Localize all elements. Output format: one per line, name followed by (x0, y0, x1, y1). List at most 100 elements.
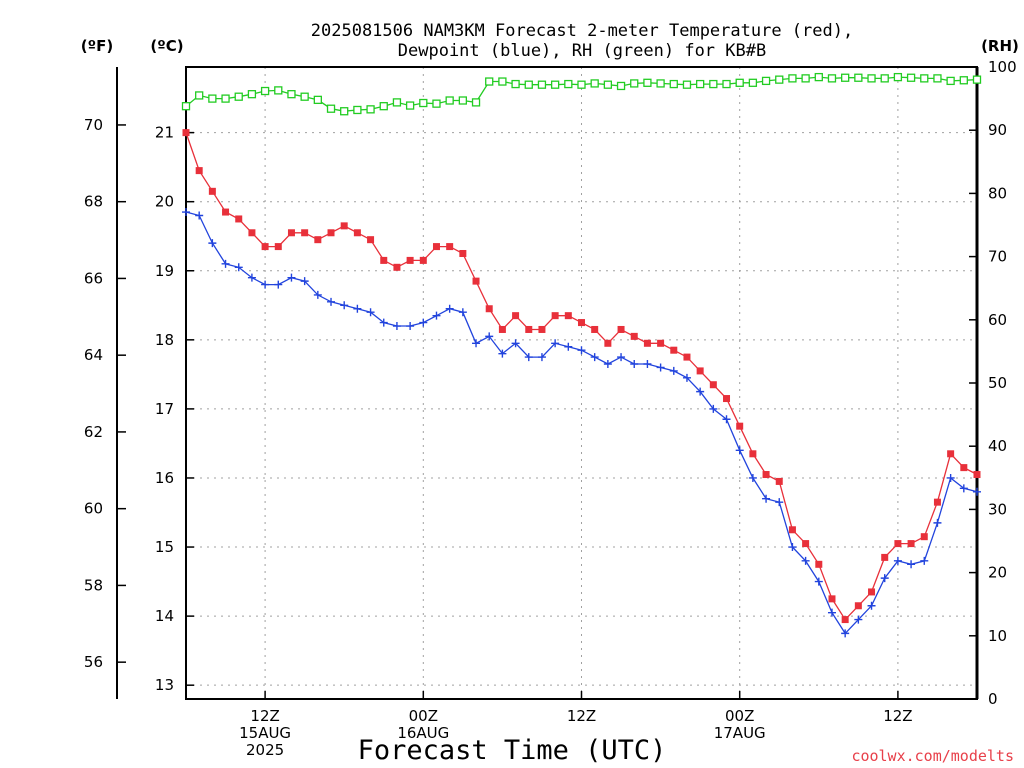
rh-tick-label: 60 (988, 311, 1007, 329)
rh-point (933, 74, 942, 83)
rh-point (485, 77, 494, 86)
temperature-point (301, 229, 309, 237)
temperature-point (525, 325, 533, 333)
rh-tick-label: 30 (988, 500, 1007, 518)
dewpoint-point (353, 304, 362, 313)
celsius-tick-label: 18 (155, 331, 174, 349)
rh-point (735, 78, 744, 87)
dewpoint-point (590, 353, 599, 362)
temperature-point (419, 256, 427, 264)
temperature-point (380, 256, 388, 264)
rh-point (340, 107, 349, 116)
dewpoint-point (551, 339, 560, 348)
temperature-point (353, 229, 361, 237)
dewpoint-point (537, 353, 546, 362)
dewpoint-point (511, 339, 520, 348)
rh-point (326, 104, 336, 113)
dewpoint-line (185, 211, 978, 635)
temperature-point (828, 595, 836, 603)
rh-point (906, 73, 916, 82)
dewpoint-point (274, 280, 283, 289)
x-axis-label: Forecast Time (UTC) (358, 735, 667, 766)
credit-text: coolwx.com/modelts (851, 747, 1014, 765)
temperature-point (591, 325, 599, 333)
rh-point (260, 86, 270, 96)
celsius-tick-label: 16 (155, 469, 174, 487)
rh-point (419, 98, 428, 108)
dewpoint-point (946, 473, 955, 482)
temperature-point (762, 471, 770, 479)
dewpoint-point (340, 301, 349, 310)
rh-point (524, 80, 533, 89)
dewpoint-point (577, 346, 586, 355)
temperature-point (235, 215, 243, 223)
x-tick-label: 16AUG (397, 724, 449, 742)
celsius-tick-label: 14 (155, 607, 174, 625)
rh-point (630, 79, 639, 88)
rh-tick-label: 40 (988, 437, 1007, 455)
temperature-point (868, 588, 876, 596)
temperature-point (459, 249, 467, 257)
dewpoint-point (445, 304, 454, 313)
dewpoint-point (406, 322, 415, 331)
dewpoint-point (261, 280, 270, 289)
dewpoint-point (854, 615, 863, 624)
dewpoint-point (313, 290, 322, 299)
dewpoint-point (933, 518, 942, 527)
temperature-point (802, 540, 810, 548)
dewpoint-point (524, 353, 533, 362)
rh-point (682, 80, 692, 89)
rh-point (458, 96, 468, 105)
rh-tick-label: 10 (988, 627, 1007, 645)
x-tick-label: 17AUG (714, 724, 766, 742)
rh-point (313, 95, 322, 105)
dewpoint-point (287, 273, 296, 282)
rh-point (867, 74, 876, 83)
celsius-tick-label: 19 (155, 262, 174, 280)
dewpoint-point (788, 543, 797, 552)
celsius-tick-label: 20 (155, 193, 174, 211)
chart-title-line2: Dewpoint (blue), RH (green) for KB#B (398, 41, 766, 61)
rh-point (471, 98, 481, 107)
rh-point (221, 94, 230, 103)
x-tick-label: 00Z (725, 707, 754, 725)
dewpoint-point (234, 263, 243, 272)
dewpoint-point (669, 366, 678, 375)
rh-point (722, 79, 731, 89)
dewpoint-point (709, 404, 718, 413)
rh-point (946, 76, 955, 86)
rh-point (748, 78, 758, 87)
temperature-point (472, 277, 480, 285)
x-tick-label: 15AUG (239, 724, 291, 742)
dewpoint-point (617, 353, 626, 362)
rh-point (920, 74, 929, 83)
fahrenheit-tick-label: 60 (84, 500, 103, 518)
fahrenheit-tick-label: 62 (84, 423, 103, 441)
temperature-point (683, 353, 691, 361)
temperature-point (933, 498, 941, 506)
temperature-point (446, 243, 454, 251)
rh-point (405, 101, 415, 110)
temperature-point (274, 243, 282, 251)
rh-tick-label: 0 (988, 690, 998, 708)
rh-point (564, 79, 573, 89)
rh-tick-label: 50 (988, 374, 1007, 392)
rh-point (814, 72, 823, 82)
temperature-point (551, 312, 559, 320)
rh-point (854, 73, 863, 82)
dewpoint-point (182, 208, 190, 217)
fahrenheit-tick-label: 66 (84, 269, 103, 287)
dewpoint-point (392, 322, 401, 331)
temperature-point (248, 229, 256, 237)
fahrenheit-tick-label: 68 (84, 193, 103, 211)
celsius-tick-label: 15 (155, 538, 174, 556)
rh-point (775, 75, 784, 84)
x-tick-label: 2025 (246, 741, 284, 759)
dewpoint-point (880, 574, 889, 583)
dewpoint-point (827, 608, 836, 617)
rh-point (550, 80, 560, 89)
rh-point (761, 76, 771, 86)
dewpoint-point (893, 556, 902, 565)
celsius-tick-label: 13 (155, 676, 174, 694)
rh-point (498, 77, 507, 86)
